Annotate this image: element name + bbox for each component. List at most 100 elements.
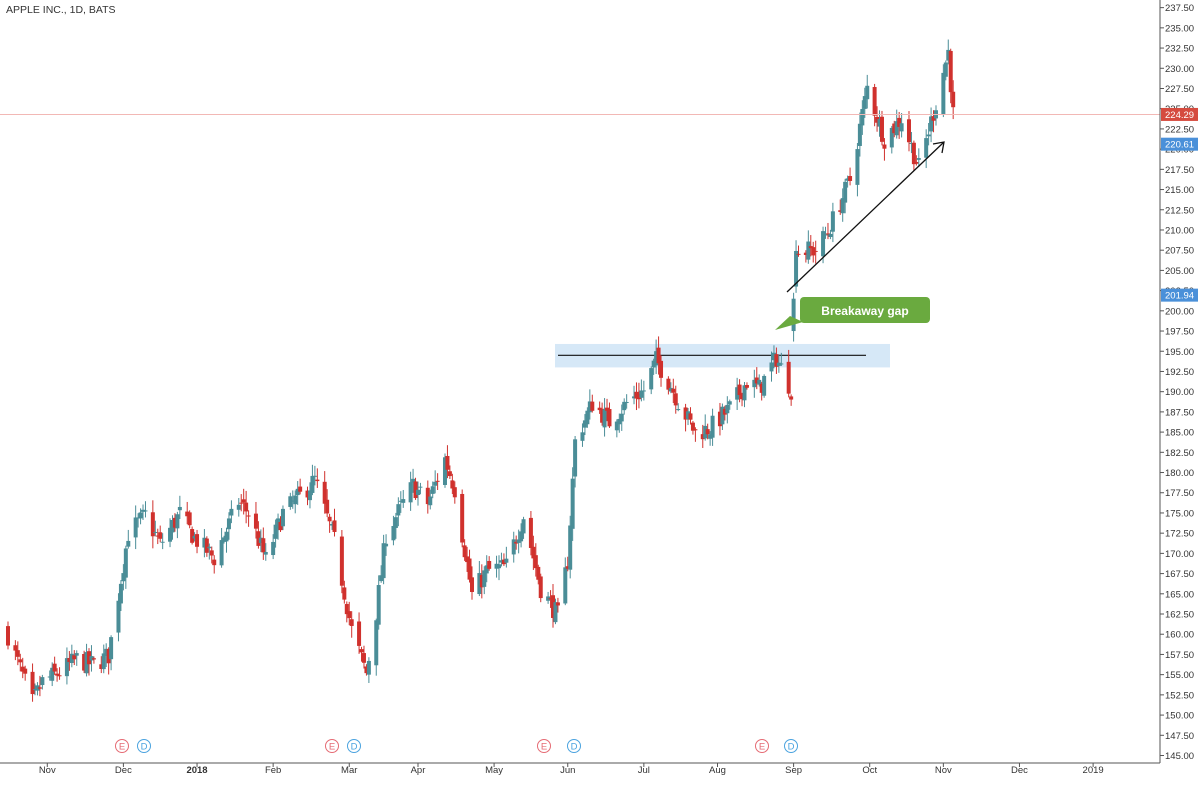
candle — [914, 155, 919, 166]
candle — [276, 513, 281, 540]
candle-body — [263, 551, 268, 555]
candle — [325, 489, 330, 518]
candle-body — [118, 583, 123, 604]
price-tick-label: 230.00 — [1165, 64, 1194, 75]
candle — [35, 682, 40, 696]
candle-body — [136, 517, 141, 519]
candle — [224, 527, 229, 553]
candle-body — [717, 411, 722, 427]
candle-body — [229, 508, 234, 516]
price-tick-label: 187.50 — [1165, 407, 1194, 418]
candle-body — [641, 390, 646, 392]
candle — [924, 129, 929, 169]
candle-body — [361, 653, 366, 663]
candle-body — [946, 49, 951, 61]
candle — [585, 407, 590, 428]
candle — [948, 48, 953, 104]
candle-body — [138, 512, 143, 519]
candle — [123, 545, 128, 589]
time-tick-label: Dec — [115, 765, 132, 776]
candle — [668, 382, 673, 394]
candle — [830, 202, 835, 243]
candle-body — [720, 406, 725, 425]
candle — [342, 580, 347, 604]
candle-body — [882, 144, 887, 149]
candle-body — [133, 517, 138, 538]
price-tick-label: 210.00 — [1165, 225, 1194, 236]
candle-body — [659, 360, 664, 378]
candle-body — [725, 404, 730, 414]
candle — [168, 518, 173, 548]
candle-body — [374, 620, 379, 666]
candle — [374, 618, 379, 676]
candle — [789, 394, 794, 406]
candle — [929, 107, 934, 143]
candle-body — [175, 514, 180, 529]
candle-body — [442, 457, 447, 485]
candle-body — [447, 471, 452, 477]
candle-body — [683, 407, 688, 420]
candle — [573, 436, 578, 488]
price-tag — [1161, 137, 1198, 151]
candle — [366, 657, 371, 684]
candle — [401, 489, 406, 508]
candle — [882, 138, 887, 161]
candle-body — [786, 361, 791, 394]
candle — [602, 398, 607, 437]
candle-body — [190, 529, 195, 543]
candle — [531, 535, 536, 570]
candle-body — [106, 648, 111, 664]
candle — [192, 532, 197, 542]
candle-body — [565, 566, 570, 569]
time-tick-label: Nov — [39, 765, 56, 776]
earnings-marker — [755, 739, 769, 753]
candle-body — [671, 388, 676, 393]
candle — [347, 601, 352, 626]
candle-body — [396, 504, 401, 516]
candle-body — [948, 50, 953, 93]
candle — [344, 601, 349, 623]
candle — [477, 560, 482, 597]
candle — [600, 402, 605, 426]
candle — [570, 467, 575, 541]
candle-body — [924, 138, 929, 158]
price-tick-label: 160.00 — [1165, 630, 1194, 641]
candle — [700, 424, 705, 448]
candle-body — [477, 573, 482, 595]
candle — [425, 480, 430, 514]
candle — [889, 125, 894, 154]
candle-body — [666, 378, 671, 390]
candle-body — [23, 668, 28, 674]
candle — [442, 453, 447, 488]
candle — [752, 369, 757, 398]
candle-body — [207, 546, 212, 549]
candle-body — [236, 504, 241, 510]
price-tick-label: 190.00 — [1165, 387, 1194, 398]
overlay-layer: Breakaway gap — [0, 113, 1160, 330]
earnings-marker-label: E — [329, 742, 335, 753]
candle — [774, 347, 779, 374]
candle — [239, 494, 244, 512]
candle-body — [649, 368, 654, 390]
time-tick-label: 2018 — [186, 765, 207, 776]
candle — [361, 645, 366, 669]
time-tick-label: May — [485, 765, 503, 776]
candle-body — [497, 564, 501, 569]
candle — [482, 566, 487, 595]
candle-body — [121, 573, 126, 582]
candle — [769, 351, 774, 382]
candle-body — [538, 576, 543, 599]
candle — [776, 354, 781, 373]
candle-body — [857, 123, 862, 146]
candle — [330, 521, 335, 530]
candle-body — [209, 550, 214, 556]
candle-body — [710, 415, 715, 438]
candle-body — [465, 556, 470, 563]
candle — [548, 590, 553, 608]
candle — [926, 122, 931, 146]
candle-body — [82, 653, 87, 671]
candle — [676, 403, 681, 412]
